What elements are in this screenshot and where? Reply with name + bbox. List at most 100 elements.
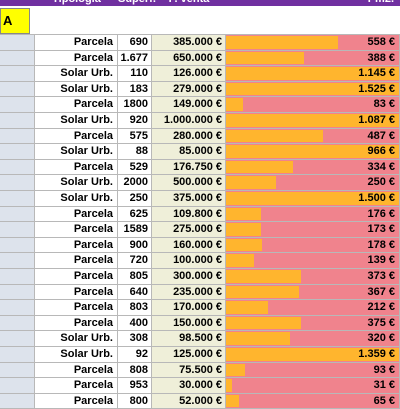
pm2-bar [226, 51, 304, 65]
precio-cell: 126.000 € [152, 66, 226, 82]
tipo-cell: Parcela [35, 35, 118, 51]
superficie-cell: 720 [118, 253, 152, 269]
pm2-bar [226, 254, 254, 267]
superficie-cell: 803 [118, 300, 152, 316]
pm2-cell: 139 € [226, 253, 400, 269]
tipo-cell: Parcela [35, 97, 118, 113]
superficie-cell: 88 [118, 144, 152, 160]
row-side [0, 300, 35, 316]
header-row [0, 0, 400, 6]
pm2-label: 1.359 € [358, 348, 395, 360]
pm2-label: 373 € [367, 270, 395, 282]
pm2-label: 65 € [373, 394, 395, 407]
pm2-cell: 250 € [226, 175, 400, 191]
pm2-bar [226, 301, 269, 314]
tipo-cell: Parcela [35, 284, 118, 301]
pm2-label: 334 € [367, 160, 395, 173]
pm2-cell: 65 € [226, 393, 400, 409]
superficie-cell: 2000 [118, 175, 152, 191]
precio-cell: 275.000 € [152, 222, 226, 238]
precio-cell: 279.000 € [152, 81, 226, 98]
pm2-bar [226, 316, 301, 330]
precio-cell: 176.750 € [152, 159, 226, 176]
pm2-cell: 173 € [226, 222, 400, 238]
precio-cell: 500.000 € [152, 175, 226, 191]
pm2-cell: 212 € [226, 300, 400, 316]
precio-cell: 375.000 € [152, 191, 226, 207]
pm2-cell: 367 € [226, 284, 400, 301]
tipo-cell: Parcela [35, 237, 118, 254]
column-header: Superf. [118, 0, 156, 6]
row-side [0, 315, 35, 332]
precio-cell: 235.000 € [152, 284, 226, 301]
precio-cell: 150.000 € [152, 315, 226, 332]
superficie-cell: 1800 [118, 97, 152, 113]
superficie-cell: 250 [118, 191, 152, 207]
tipo-cell: Solar Urb. [35, 144, 118, 160]
pm2-label: 487 € [367, 129, 395, 142]
pm2-label: 250 € [367, 176, 395, 189]
pm2-label: 31 € [373, 379, 395, 392]
row-side [0, 175, 35, 191]
column-header: Tipología [35, 0, 118, 6]
superficie-cell: 690 [118, 35, 152, 51]
superficie-cell: 1589 [118, 222, 152, 238]
tipo-cell: Solar Urb. [35, 66, 118, 82]
precio-cell: 109.800 € [152, 206, 226, 223]
precio-cell: 125.000 € [152, 347, 226, 363]
pm2-label: 212 € [367, 301, 395, 314]
superficie-cell: 183 [118, 81, 152, 98]
pm2-label: 388 € [367, 51, 395, 64]
pm2-label: 1.525 € [358, 82, 395, 95]
precio-cell: 52.000 € [152, 393, 226, 409]
tipo-cell: Parcela [35, 222, 118, 238]
precio-cell: 85.000 € [152, 144, 226, 160]
precio-cell: 1.000.000 € [152, 113, 226, 129]
pm2-label: 93 € [373, 363, 395, 376]
precio-cell: 650.000 € [152, 50, 226, 67]
pm2-bar [226, 270, 301, 283]
section-row [0, 6, 400, 35]
superficie-cell: 953 [118, 378, 152, 394]
pm2-bar [226, 348, 399, 361]
pm2-label: 375 € [367, 316, 395, 329]
precio-cell: 98.500 € [152, 331, 226, 347]
section-cell: A [0, 8, 30, 34]
superficie-cell: 805 [118, 269, 152, 285]
superficie-cell: 575 [118, 128, 152, 145]
tipo-cell: Parcela [35, 253, 118, 269]
row-side [0, 191, 35, 207]
superficie-cell: 800 [118, 393, 152, 409]
superficie-cell: 640 [118, 284, 152, 301]
precio-cell: 30.000 € [152, 378, 226, 394]
row-side [0, 237, 35, 254]
pm2-bar [226, 36, 338, 49]
pm2-bar [226, 67, 399, 80]
row-side [0, 66, 35, 82]
row-side [0, 347, 35, 363]
row-side [0, 159, 35, 176]
tipo-cell: Solar Urb. [35, 81, 118, 98]
row-side [0, 50, 35, 67]
row-side [0, 97, 35, 113]
pm2-cell: 966 € [226, 144, 400, 160]
superficie-cell: 400 [118, 315, 152, 332]
pm2-bar [226, 114, 399, 127]
pm2-bar [226, 394, 239, 408]
pm2-bar [226, 223, 261, 236]
precio-cell: 149.000 € [152, 97, 226, 113]
superficie-cell: 92 [118, 347, 152, 363]
superficie-cell: 1.677 [118, 50, 152, 67]
tipo-cell: Parcela [35, 393, 118, 409]
tipo-cell: Parcela [35, 206, 118, 223]
pm2-bar [226, 363, 245, 377]
precio-cell: 300.000 € [152, 269, 226, 285]
pm2-cell: 1.500 € [226, 191, 400, 207]
pm2-label: 139 € [367, 254, 395, 267]
superficie-cell: 625 [118, 206, 152, 223]
pm2-label: 178 € [367, 238, 395, 251]
pm2-bar [226, 332, 290, 345]
superficie-cell: 110 [118, 66, 152, 82]
tipo-cell: Parcela [35, 269, 118, 285]
